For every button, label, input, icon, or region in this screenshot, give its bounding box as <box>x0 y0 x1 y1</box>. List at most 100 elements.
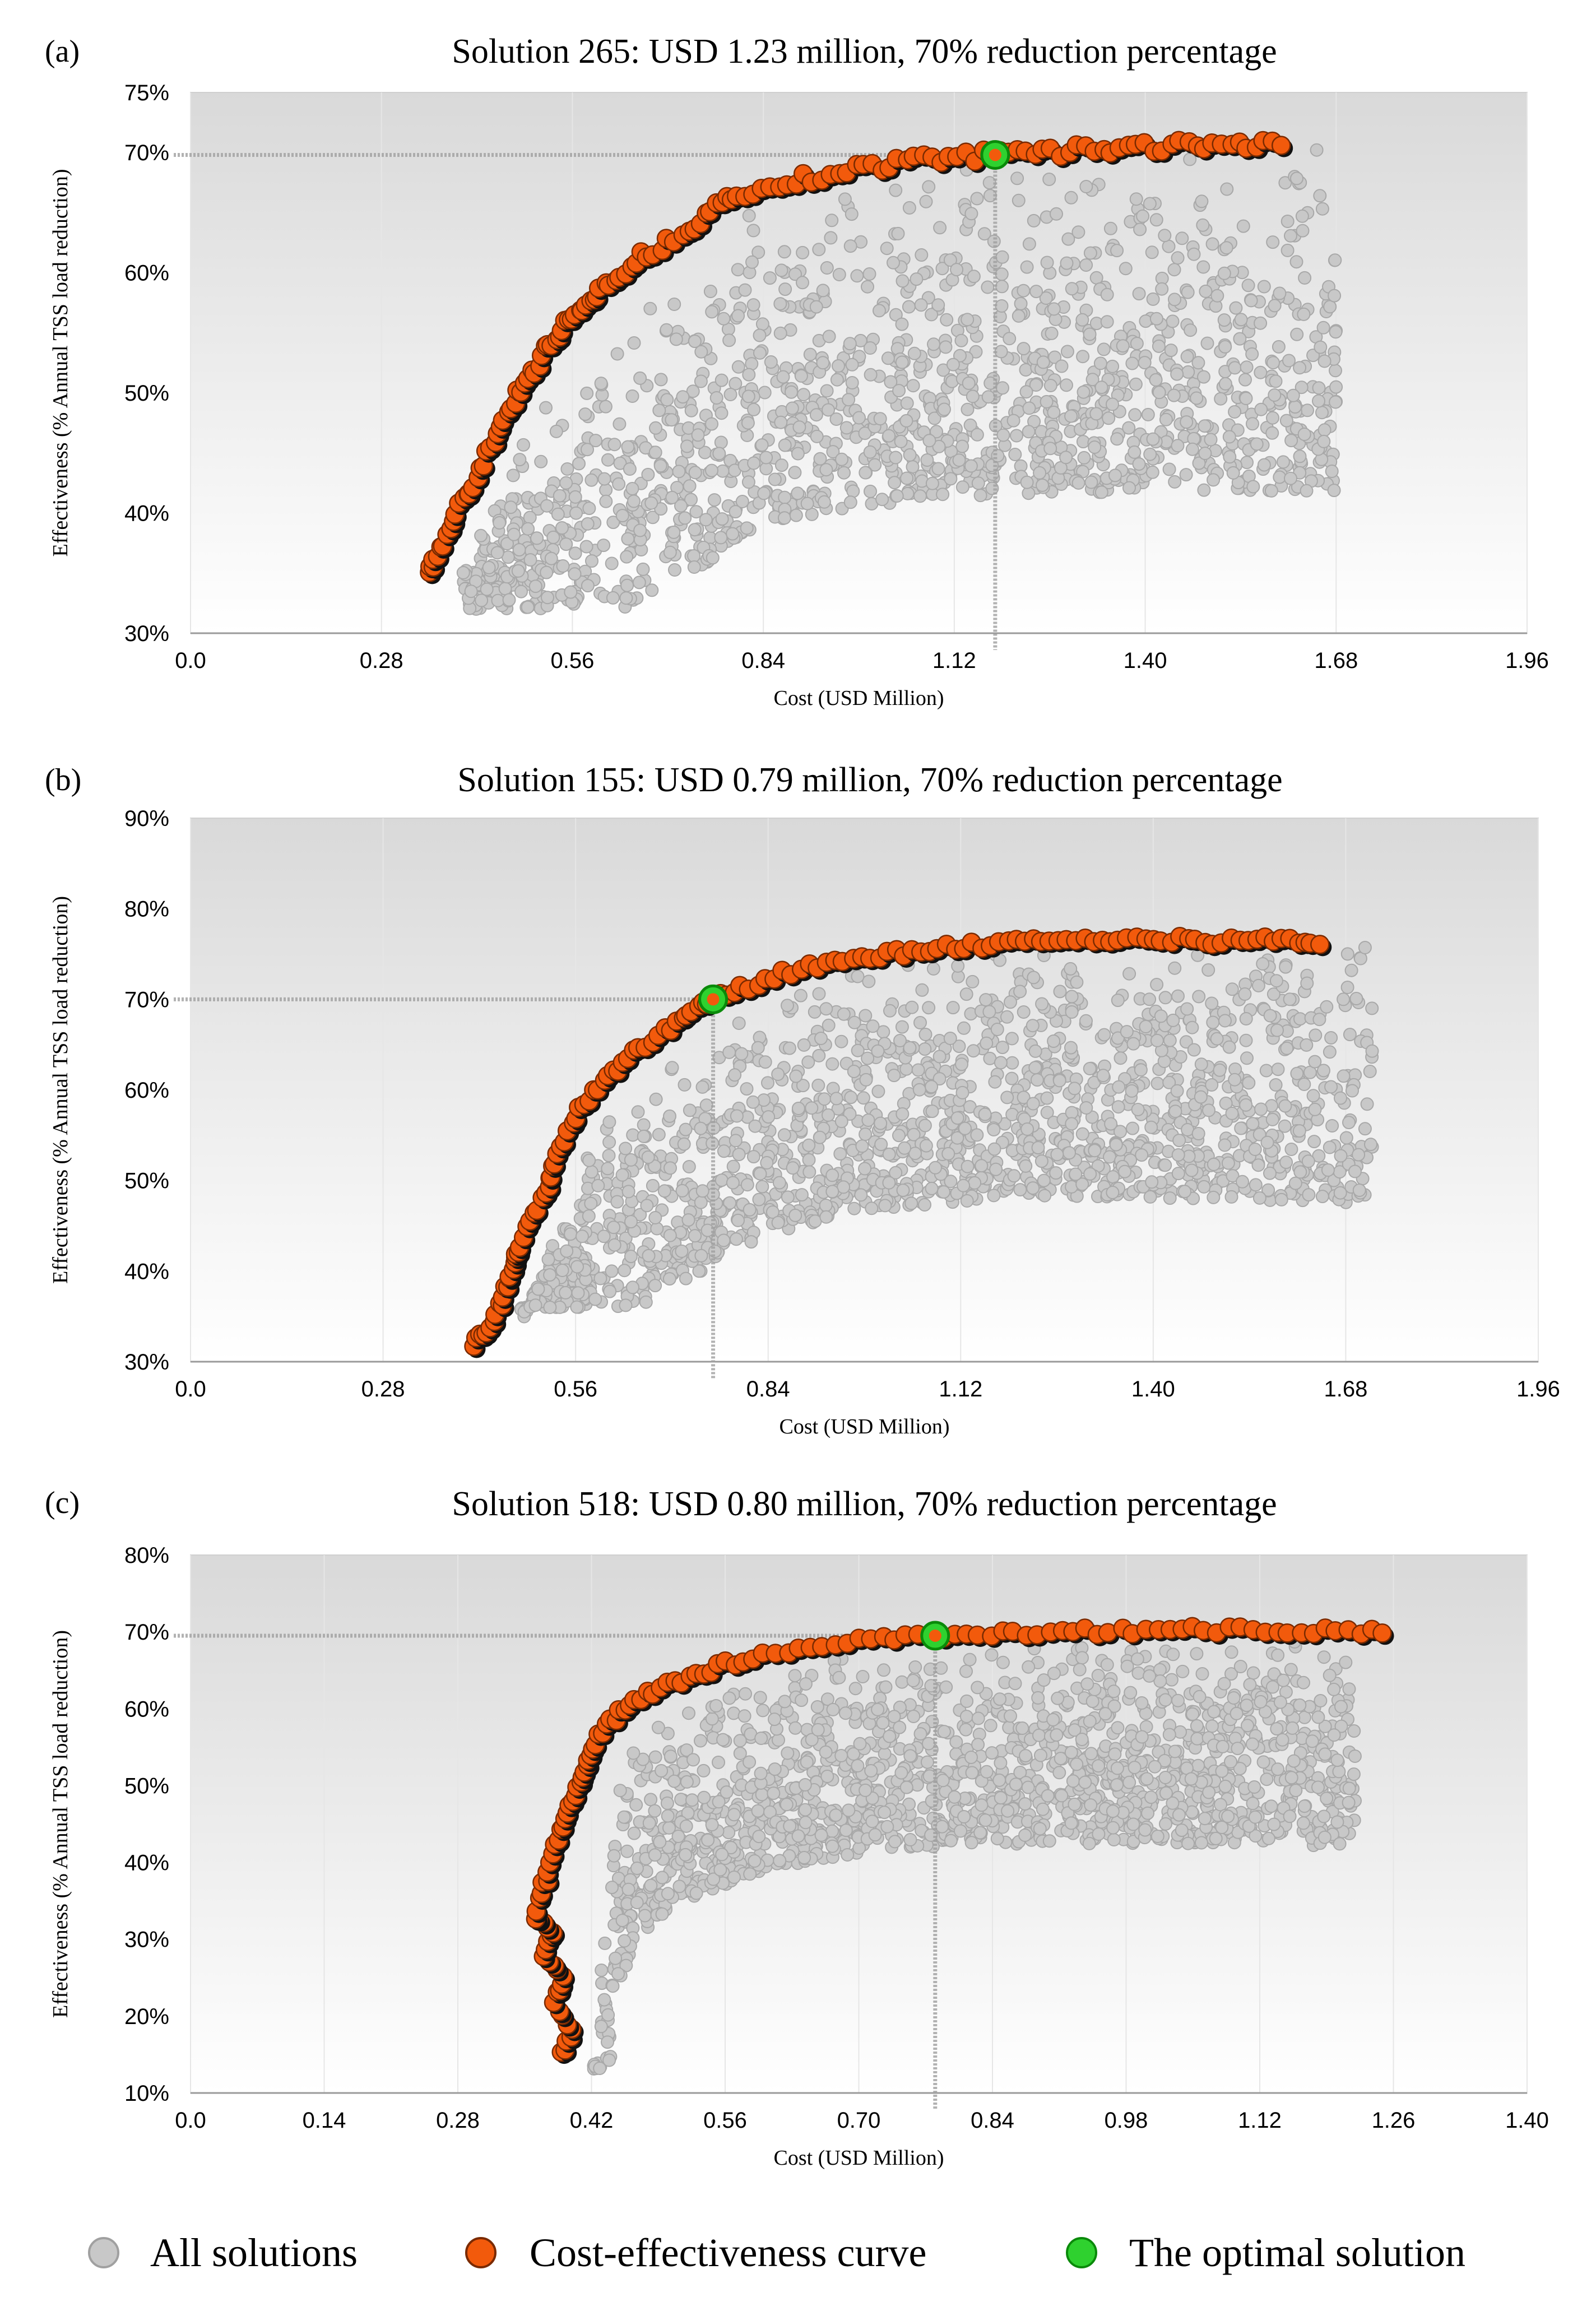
solution-point <box>1234 1121 1248 1135</box>
solution-point <box>1179 468 1193 482</box>
solution-point <box>1358 1122 1372 1136</box>
solution-point <box>892 384 906 398</box>
solution-point <box>727 1706 741 1720</box>
solution-point <box>773 1854 787 1868</box>
solution-point <box>615 1168 629 1182</box>
solution-point <box>1064 409 1078 423</box>
solution-point <box>800 496 814 510</box>
solution-point <box>816 284 830 298</box>
solution-point <box>739 1687 752 1701</box>
solution-point <box>1333 1186 1347 1200</box>
solution-point <box>1238 987 1252 1001</box>
chart-panel-c: (c) Solution 518: USD 0.80 million, 70% r… <box>45 1485 1549 2170</box>
solution-point <box>595 1964 609 1977</box>
solution-point <box>1135 1696 1149 1710</box>
solution-point <box>955 1057 968 1071</box>
solution-point <box>913 489 927 503</box>
solution-point <box>1236 219 1250 233</box>
solution-point <box>918 1028 932 1041</box>
solution-point <box>1280 243 1295 257</box>
solution-point <box>905 1000 919 1014</box>
solution-point <box>963 418 977 432</box>
solution-point <box>1290 327 1304 341</box>
solution-point <box>873 304 886 318</box>
solution-point <box>1278 1119 1292 1133</box>
x-tick-label: 1.40 <box>1131 1377 1175 1401</box>
solution-point <box>871 1084 885 1098</box>
solution-point <box>1266 235 1280 249</box>
y-tick-label: 60% <box>124 1697 169 1721</box>
solution-point <box>513 453 527 467</box>
solution-point <box>679 1122 693 1136</box>
solution-point <box>903 448 917 462</box>
solution-point <box>672 465 686 479</box>
solution-point <box>1131 1103 1145 1116</box>
solution-point <box>1154 1009 1168 1023</box>
solution-point <box>864 484 877 498</box>
solution-point <box>722 1045 736 1059</box>
solution-point <box>1311 1780 1325 1794</box>
solution-point <box>1036 478 1049 492</box>
solution-point <box>1122 481 1136 495</box>
solution-point <box>705 417 718 431</box>
solution-point <box>786 1161 800 1175</box>
x-tick-label: 0.98 <box>1105 2108 1148 2133</box>
solution-point <box>745 255 759 269</box>
solution-point <box>881 351 895 365</box>
y-tick-label: 70% <box>124 987 169 1012</box>
solution-point <box>922 1001 936 1015</box>
solution-point <box>878 1199 892 1213</box>
solution-point <box>517 438 530 452</box>
solution-point <box>1102 411 1116 425</box>
solution-point <box>694 345 708 359</box>
solution-point <box>747 402 761 416</box>
solution-point <box>1240 360 1254 374</box>
solution-point <box>1103 1150 1116 1164</box>
solution-point <box>1222 1040 1236 1054</box>
solution-point <box>893 1720 907 1734</box>
solution-point <box>1158 991 1172 1005</box>
solution-point <box>646 1178 660 1192</box>
solution-point <box>598 400 613 414</box>
solution-point <box>1150 1076 1164 1090</box>
solution-point <box>1094 380 1108 395</box>
solution-point <box>581 443 594 457</box>
solution-point <box>675 1184 689 1198</box>
solution-point <box>825 1168 839 1182</box>
solution-point <box>1222 430 1236 444</box>
solution-point <box>920 453 934 467</box>
solution-point <box>1241 279 1255 293</box>
solution-point <box>757 1093 771 1107</box>
solution-point <box>1195 194 1209 208</box>
solution-point <box>889 183 903 197</box>
solution-point <box>1132 287 1146 301</box>
solution-point <box>851 969 865 983</box>
solution-point <box>1313 189 1327 203</box>
solution-point <box>1020 1122 1034 1136</box>
solution-point <box>559 537 573 551</box>
solution-point <box>788 466 802 480</box>
solution-point <box>1329 364 1342 378</box>
y-tick-label: 60% <box>124 261 169 286</box>
solution-point <box>1045 326 1059 340</box>
solution-point <box>674 499 688 513</box>
solution-point <box>1064 1746 1078 1760</box>
solution-point <box>726 527 740 541</box>
solution-point <box>1107 1684 1121 1698</box>
y-tick-label: 80% <box>124 1543 169 1568</box>
solution-point <box>755 1788 769 1802</box>
chart-panels: (a) Solution 265: USD 1.23 million, 70% r… <box>45 33 1560 2170</box>
solution-point <box>1197 1180 1211 1194</box>
solution-point <box>1325 465 1339 478</box>
x-tick-label: 0.28 <box>436 2108 480 2133</box>
solution-point <box>617 1810 631 1824</box>
solution-point <box>1108 1747 1122 1761</box>
solution-point <box>1297 1078 1311 1091</box>
solution-point <box>568 546 582 560</box>
solution-point <box>1265 1112 1279 1126</box>
solution-point <box>729 1232 743 1246</box>
solution-point <box>759 451 773 465</box>
solution-point <box>931 298 945 312</box>
solution-point <box>865 1201 879 1215</box>
solution-point <box>1050 1728 1064 1742</box>
